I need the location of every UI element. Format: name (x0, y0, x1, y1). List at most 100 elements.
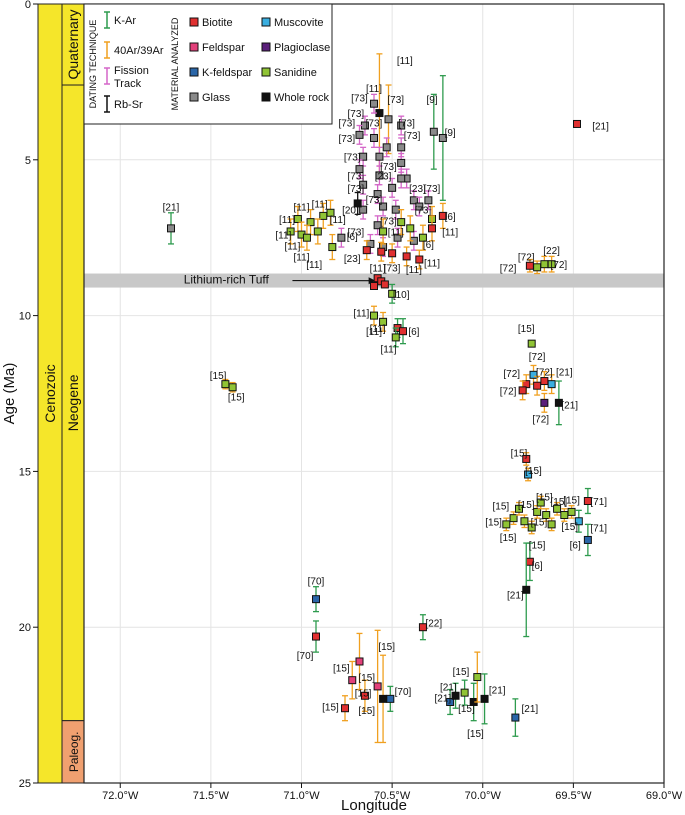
reference-label: [15] (485, 517, 502, 528)
reference-label: [73] (415, 206, 432, 217)
reference-label: [73] (344, 153, 361, 164)
legend-dating-label: Rb-Sr (114, 99, 143, 111)
data-point (302, 233, 311, 242)
data-point (384, 115, 393, 124)
data-point (397, 218, 406, 227)
reference-label: [73] (380, 217, 397, 228)
data-point (574, 517, 583, 526)
data-point (438, 211, 447, 220)
plot-frame (83, 3, 665, 784)
reference-labels: [21] [21] [11] [11] [73] [73] [9] [73] [73] [73] [… (163, 56, 609, 740)
data-point (473, 673, 482, 682)
reference-label: [72] (500, 386, 517, 397)
data-point (511, 713, 520, 722)
legend-material-label: Biotite (202, 17, 233, 29)
legend-box (83, 3, 333, 125)
data-point (533, 381, 542, 390)
data-point (355, 130, 364, 139)
period-label-2: Paleog. (67, 731, 81, 772)
legend-material-label: Muscovite (274, 17, 324, 29)
reference-label: [21] (489, 686, 506, 697)
data-point (355, 165, 364, 174)
legend: DATING TECHNIQUE K-Ar 40Ar/39Ar FissionTrac… (83, 3, 333, 125)
reference-label: [11] (330, 215, 346, 226)
data-point (360, 691, 369, 700)
data-point (373, 682, 382, 691)
reference-label: [15] (228, 393, 245, 404)
data-point (406, 224, 415, 233)
x-tick-label: 69.0°W (646, 790, 683, 802)
reference-label: [15] (467, 729, 484, 740)
reference-label: [23] (344, 254, 361, 265)
reference-label: [15] (563, 495, 580, 506)
data-point (397, 143, 406, 152)
data-point (370, 311, 378, 320)
reference-label: [71] (590, 523, 607, 534)
data-point (312, 632, 320, 641)
data-point (451, 691, 460, 700)
data-point (502, 520, 511, 529)
reference-label: [9] (426, 95, 437, 106)
reference-label: [11] (366, 327, 382, 338)
data-point (409, 196, 418, 205)
data-point (353, 199, 362, 208)
reference-label: [20] (342, 206, 359, 217)
x-tick-label: 71.5°W (193, 790, 230, 802)
x-tick-label: 72.0°W (102, 790, 139, 802)
data-point (480, 694, 489, 703)
data-point (370, 133, 378, 142)
data-point (370, 99, 378, 108)
legend-dating-label: K-Ar (114, 15, 136, 27)
legend-dating-label: Track (114, 78, 142, 90)
reference-label: [21] (435, 693, 452, 704)
data-point (567, 507, 576, 516)
legend-material-swatch (189, 17, 199, 27)
data-point (362, 246, 371, 255)
reference-label: [11] (424, 259, 440, 270)
y-tick-label: 5 (25, 155, 31, 167)
legend-material-label: K-feldspar (202, 67, 252, 79)
data-point (328, 243, 337, 252)
reference-label: [11] (353, 308, 369, 319)
reference-label: [15] (322, 703, 339, 714)
reference-label: [73] (387, 95, 404, 106)
data-point (438, 133, 447, 142)
data-point (533, 507, 542, 516)
reference-label: [73] (348, 184, 365, 195)
y-tick-label: 10 (19, 311, 31, 323)
data-point (518, 386, 527, 395)
data-point (355, 657, 364, 666)
lithium-tuff-label: Lithium-rich Tuff (184, 273, 270, 287)
reference-label: [21] (592, 122, 609, 133)
y-tick-label: 0 (25, 0, 31, 11)
era-label: Cenozoic (42, 364, 58, 422)
data-point (167, 224, 175, 233)
data-point (293, 215, 302, 224)
reference-label: [11] (381, 344, 397, 355)
y-axis: 0 5 10 15 20 25 (19, 0, 38, 790)
reference-label: [72] (503, 369, 520, 380)
data-point (393, 233, 402, 242)
data-point (380, 280, 389, 289)
data-point (524, 470, 533, 479)
reference-label: [73] (348, 109, 365, 120)
reference-label: [6] (532, 561, 543, 572)
data-point (415, 255, 424, 264)
reference-label: [72] (551, 260, 568, 271)
reference-label: [15] (529, 541, 546, 552)
data-point (375, 171, 384, 180)
data-point (377, 247, 386, 256)
reference-label: [6] (408, 327, 419, 338)
x-axis: 72.0°W 71.5°W 71.0°W 70.5°W 70.0°W 69.5°W 69.0… (102, 783, 683, 802)
data-point (379, 694, 388, 703)
data-point (418, 233, 427, 242)
data-point (386, 694, 395, 703)
data-point (402, 252, 411, 261)
reference-label: [11] (306, 260, 322, 271)
data-point (348, 676, 357, 685)
data-point (359, 152, 368, 161)
reference-label: [70] (395, 687, 412, 698)
reference-label: [73] (348, 171, 365, 182)
data-point (373, 221, 382, 230)
